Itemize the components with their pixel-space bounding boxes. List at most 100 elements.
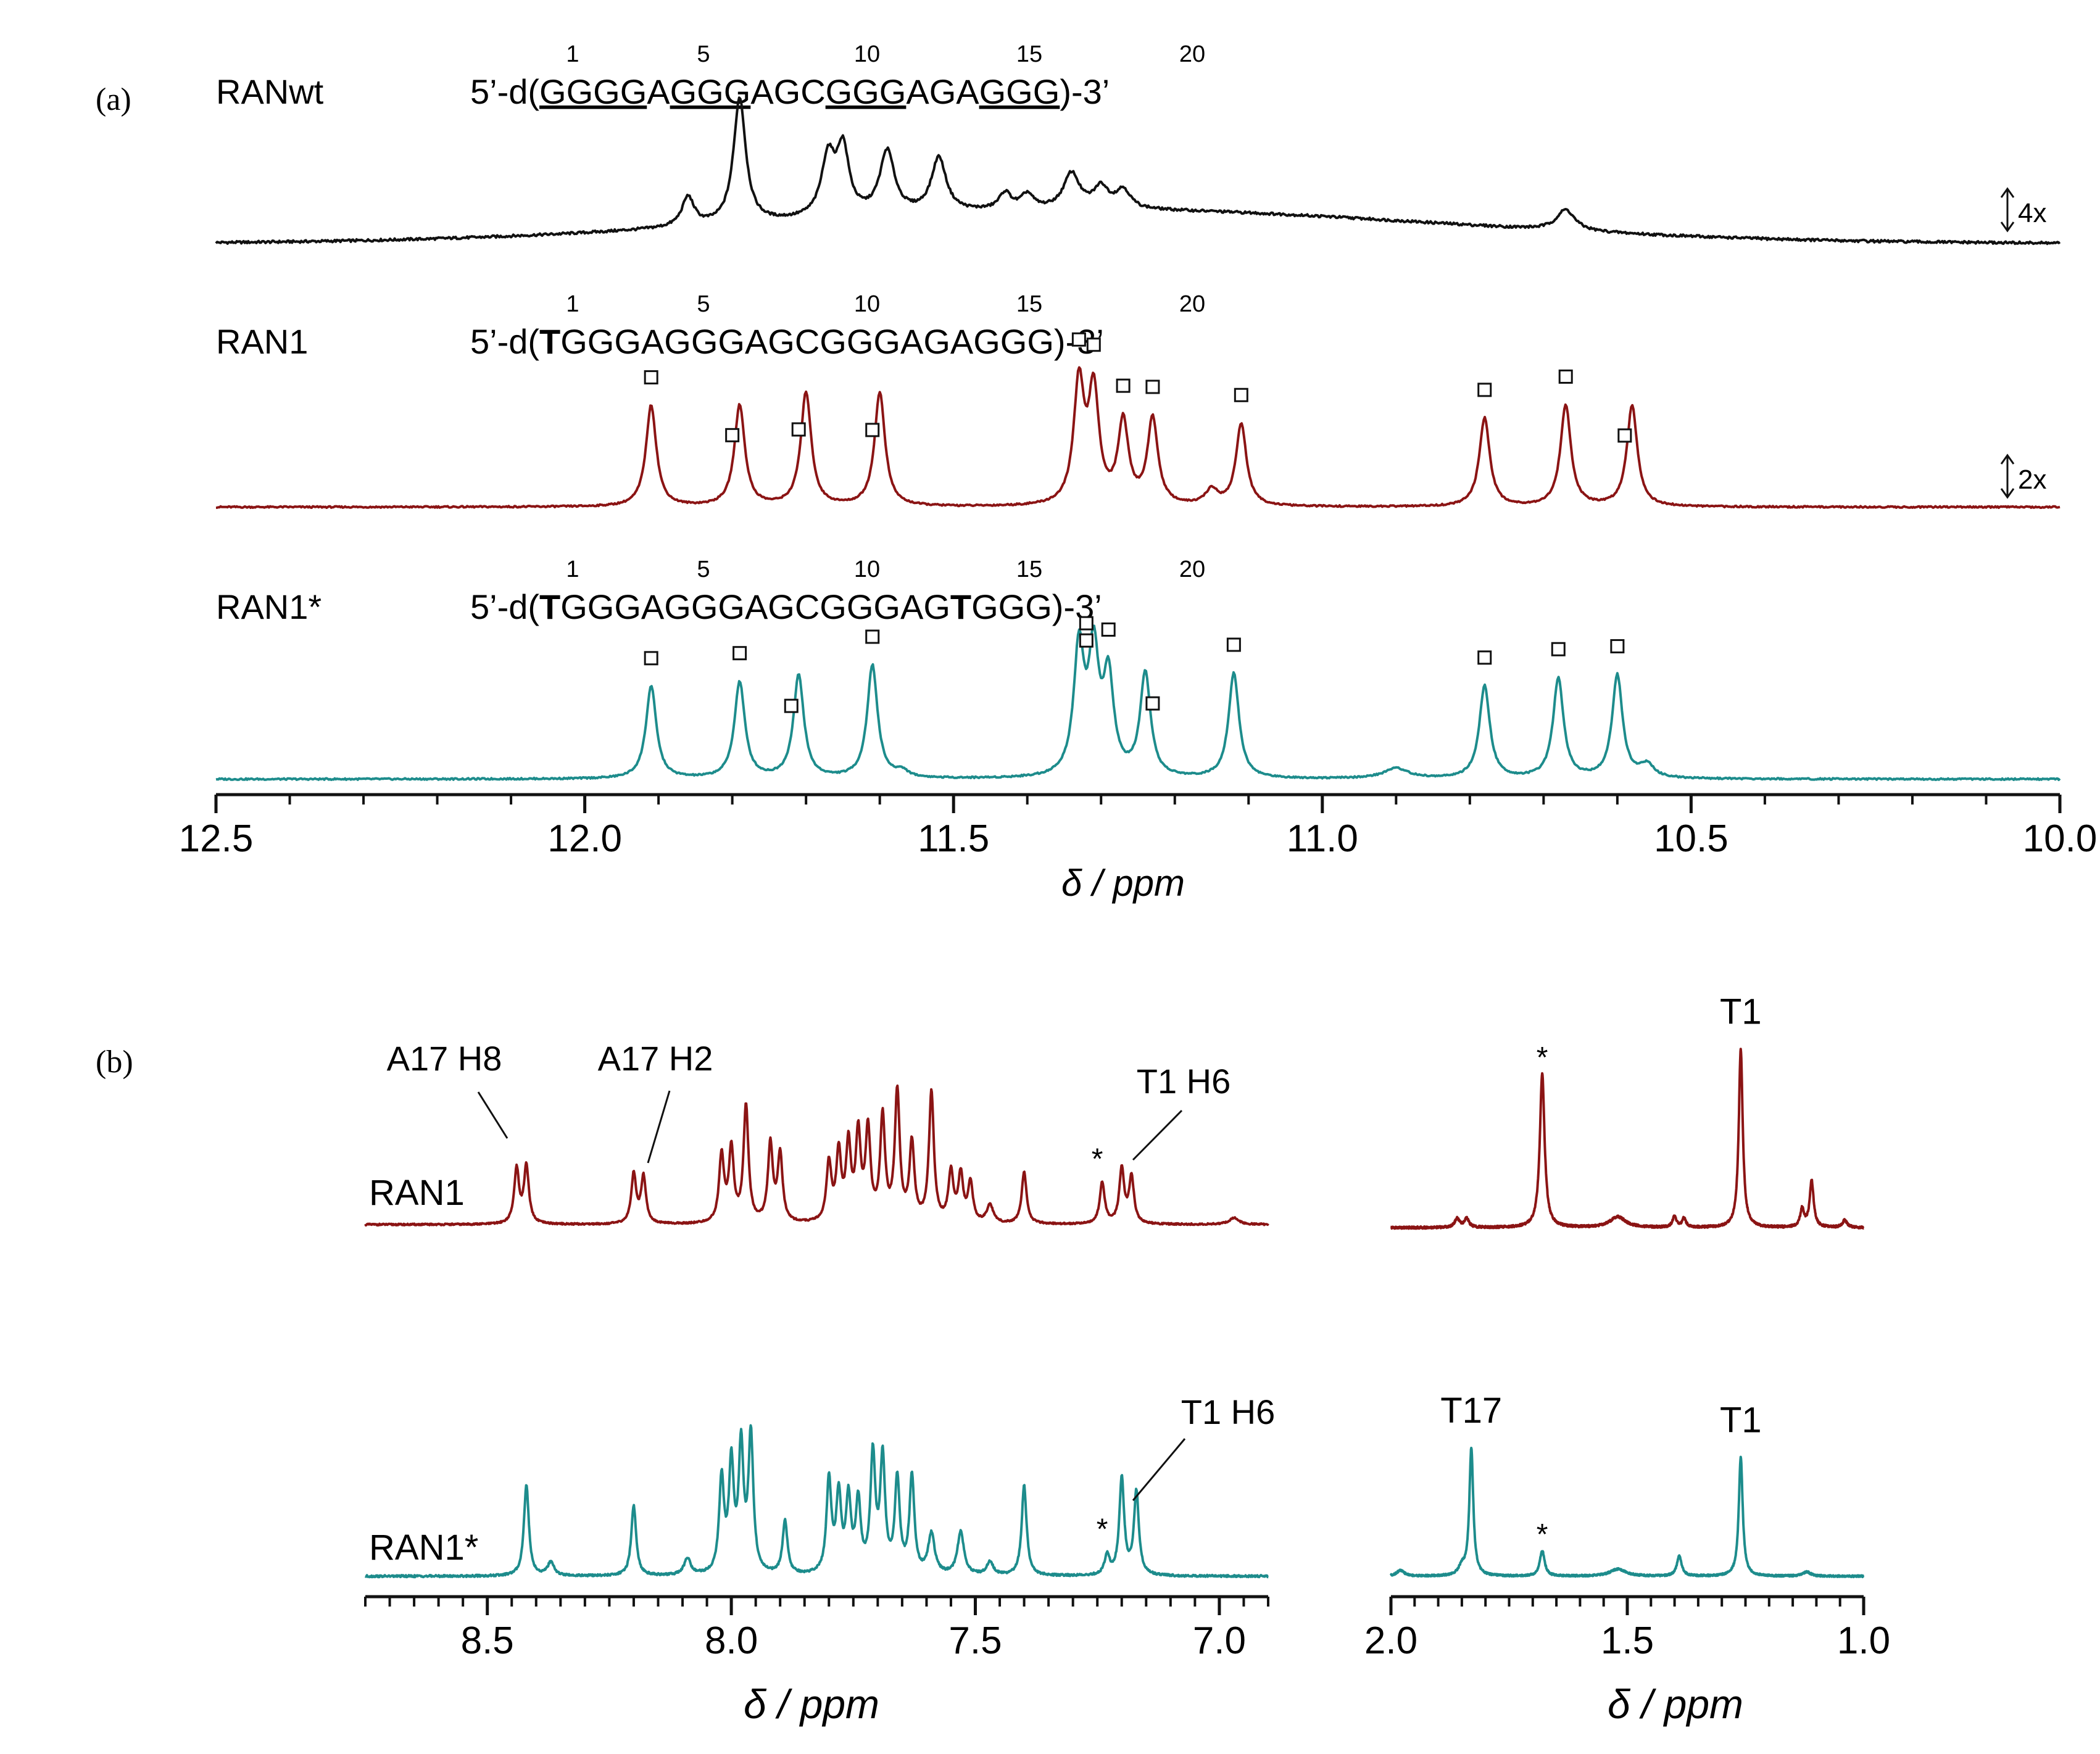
tick-label: 10.5 <box>1654 817 1729 860</box>
tick-label: 11.0 <box>1287 817 1358 860</box>
square-marker <box>791 422 806 437</box>
square-marker <box>1477 383 1492 397</box>
sequence-ranwt: 5’-d(GGGGAGGGAGCGGGAGAGGG)-3’ <box>470 72 1110 111</box>
impurity-star: * <box>1537 1518 1548 1551</box>
methyl-trace-ran1 <box>1390 1048 1865 1230</box>
methyl-peak-label: T1 <box>1720 992 1762 1032</box>
square-marker <box>1477 650 1492 665</box>
sequence-part: 5’-d( <box>470 322 539 361</box>
sequence-part: GGG <box>826 72 907 111</box>
tick-label: 12.5 <box>179 817 254 860</box>
annotation-a17-h2: A17 H2 <box>598 1039 713 1078</box>
panel-b-spectra: * * * T1 T17 * T1 <box>364 992 1865 1579</box>
square-marker <box>1101 622 1116 637</box>
sequence-part: A <box>647 72 670 111</box>
residue-number: 5 <box>697 41 710 67</box>
tick-label: 10.0 <box>2023 817 2098 860</box>
scale-label: 2x <box>2018 465 2046 495</box>
sequence-part: T <box>950 587 971 626</box>
row-name-ran1: RAN1 <box>216 322 308 361</box>
panel-b-aromatic-x-label: δ / ppm <box>744 1681 879 1727</box>
square-marker <box>1116 378 1131 393</box>
scale-marker-4x: 4x <box>2000 187 2046 233</box>
impurity-star: * <box>1537 1041 1548 1074</box>
residue-numbers-ran1: 1 5 10 15 20 <box>566 291 1205 317</box>
tick-label: 1.0 <box>1837 1620 1890 1662</box>
residue-number: 5 <box>697 291 710 317</box>
residue-number: 15 <box>1016 556 1042 582</box>
leader-line <box>1132 1109 1183 1161</box>
methyl-trace-ran1star <box>1390 1446 1865 1579</box>
residue-numbers-ranwt: 1 5 10 15 20 <box>566 41 1205 67</box>
leader-line <box>647 1090 671 1164</box>
tick-label: 1.5 <box>1601 1620 1654 1662</box>
square-marker <box>784 698 799 713</box>
square-marker <box>1145 379 1160 394</box>
panel-b-label: (b) <box>96 1045 133 1080</box>
spectrum-trace-ran1star <box>215 624 2061 781</box>
scale-label: 4x <box>2018 198 2046 228</box>
tick-label: 11.5 <box>918 817 989 860</box>
square-marker <box>725 428 740 442</box>
square-marker <box>1234 387 1248 402</box>
square-marker <box>733 646 747 661</box>
scale-marker-2x: 2x <box>2000 453 2046 499</box>
sequence-part: GGGAGGGAGCGGGAG <box>560 587 950 626</box>
residue-number: 20 <box>1179 291 1205 317</box>
panel-a-spectra <box>215 96 2061 781</box>
square-marker <box>865 423 880 437</box>
sequence-ran1: 5’-d(TGGGAGGGAGCGGGAGAGGG)-3’ <box>470 322 1104 361</box>
square-marker <box>1079 633 1094 648</box>
square-marker <box>644 370 658 385</box>
panel-a-x-axis: 12.5 12.0 11.5 11.0 10.5 10.0 <box>179 793 2098 860</box>
residue-number: 10 <box>854 291 880 317</box>
panel-b-x-axes: 8.5 8.0 7.5 7.0 2.0 1.5 1.0 <box>364 1595 1890 1662</box>
annotation-t1-h6-ran1: T1 H6 <box>1137 1062 1231 1101</box>
methyl-peak-label: T17 <box>1440 1391 1502 1431</box>
residue-number: 1 <box>566 291 579 317</box>
sequence-part: GGGAGGGAGCGGGAGAGGG)-3’ <box>560 322 1104 361</box>
residue-number: 20 <box>1179 41 1205 67</box>
residue-numbers-ran1star: 1 5 10 15 20 <box>566 556 1205 582</box>
square-marker <box>1551 642 1566 656</box>
aromatic-trace-ran1star <box>364 1424 1269 1579</box>
square-marker <box>1079 616 1094 631</box>
tick-label: 8.0 <box>705 1620 758 1662</box>
sequence-ran1star: 5’-d(TGGGAGGGAGCGGGAGTGGG)-3’ <box>470 587 1102 626</box>
tick-label: 12.0 <box>547 817 622 860</box>
annotation-a17-h8: A17 H8 <box>387 1039 502 1078</box>
residue-number: 1 <box>566 41 579 67</box>
square-marker <box>1610 639 1625 653</box>
square-marker <box>1086 337 1101 352</box>
panel-a-label: (a) <box>96 82 131 117</box>
residue-number: 5 <box>697 556 710 582</box>
sequence-part: AGA <box>906 72 979 111</box>
square-marker <box>865 629 880 644</box>
row-name-ran1star: RAN1* <box>216 587 322 626</box>
square-marker <box>1145 696 1160 711</box>
aromatic-trace-ran1 <box>364 1084 1269 1227</box>
annotation-t1-h6-ran1star: T1 H6 <box>1181 1392 1276 1431</box>
square-marker <box>1226 637 1241 652</box>
square-marker <box>644 651 658 666</box>
residue-number: 15 <box>1016 291 1042 317</box>
sequence-part: AGC <box>750 72 825 111</box>
spectrum-label-ran1star: RAN1* <box>369 1528 478 1568</box>
residue-number: 15 <box>1016 41 1042 67</box>
impurity-star: * <box>1092 1143 1103 1176</box>
spectrum-trace-ranwt <box>215 96 2061 246</box>
spectrum-label-ran1: RAN1 <box>369 1173 465 1213</box>
sequence-part: GGG <box>979 72 1060 111</box>
sequence-part: 5’-d( <box>470 72 539 111</box>
residue-number: 10 <box>854 41 880 67</box>
leader-line <box>1132 1438 1186 1501</box>
sequence-part: T <box>539 587 560 626</box>
square-marker <box>1071 332 1086 347</box>
tick-label: 2.0 <box>1364 1620 1417 1662</box>
tick-label: 8.5 <box>461 1620 514 1662</box>
sequence-part: T <box>539 322 560 361</box>
square-marker <box>1617 428 1632 443</box>
sequence-part: )-3’ <box>1060 72 1110 111</box>
panel-a-x-label: δ / ppm <box>1061 863 1185 904</box>
tick-label: 7.0 <box>1193 1620 1246 1662</box>
